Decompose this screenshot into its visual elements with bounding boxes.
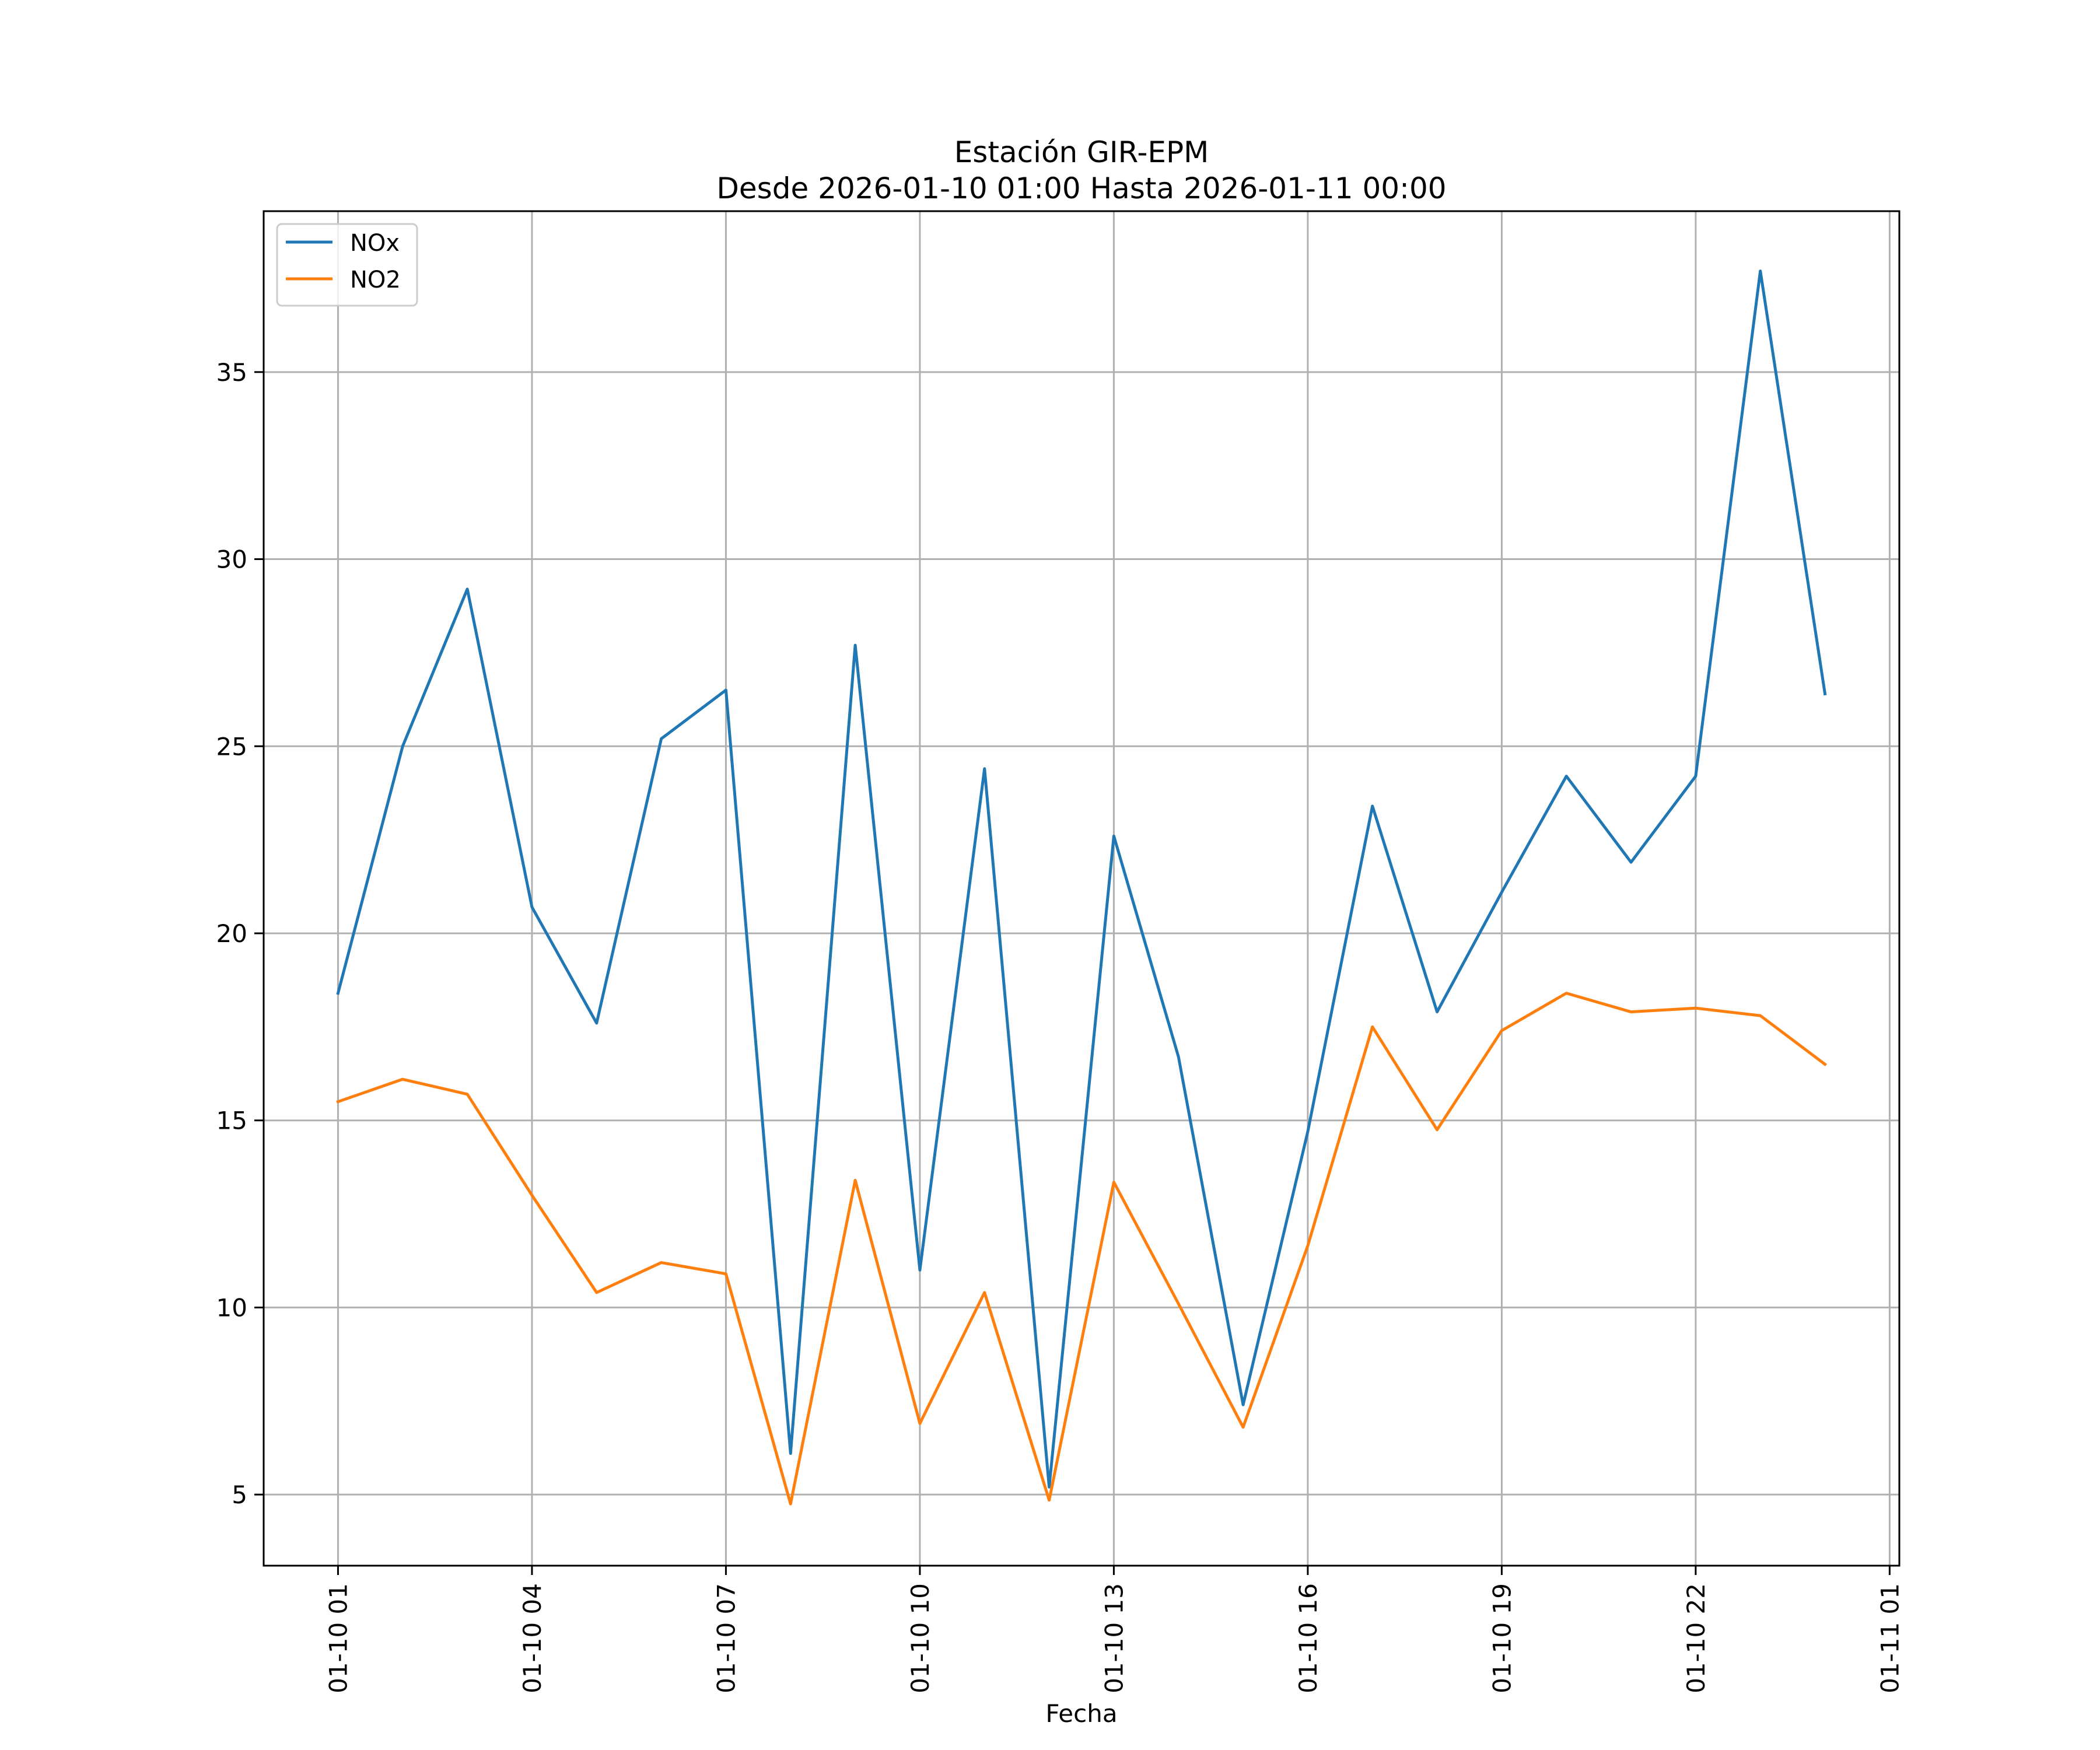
series-line-no2 [336,992,1828,1506]
y-tick-label: 20 [216,919,247,948]
chart-subtitle: Desde 2026-01-10 01:00 Hasta 2026-01-11 … [716,172,1446,205]
y-tick-label: 35 [216,358,247,387]
y-tick-label: 10 [216,1293,247,1322]
legend-box [276,223,418,307]
y-tick-label: 25 [216,732,247,761]
series-line-nox [336,270,1827,1489]
grid-lines [264,211,1899,1566]
x-tick-label: 01-10 01 [324,1583,352,1693]
axes-frame [262,210,1901,1567]
legend: NOx NO2 [276,223,418,307]
legend-label-no2: NO2 [350,267,401,293]
x-axis-label: Fecha [1045,1699,1117,1728]
y-tick-label: 5 [232,1480,247,1509]
y-tick-label: 30 [216,545,247,574]
chart-title: Estación GIR-EPM [954,135,1209,169]
x-tick-label: 01-10 19 [1488,1583,1516,1693]
x-tick-label: 01-10 04 [518,1583,547,1693]
y-tick-label: 15 [216,1107,247,1135]
series-lines [336,270,1828,1506]
x-tick-label: 01-10 22 [1682,1583,1710,1693]
x-tick-label: 01-10 07 [712,1583,740,1693]
ticks: 01-10 01 01-10 04 01-10 07 01-10 10 01-10 13… [216,358,1905,1693]
x-tick-label: 01-10 16 [1294,1583,1322,1693]
legend-label-nox: NOx [350,230,400,257]
x-tick-label: 01-10 13 [1100,1583,1128,1693]
x-tick-label: 01-11 01 [1875,1583,1904,1693]
x-tick-label: 01-10 10 [906,1583,935,1693]
